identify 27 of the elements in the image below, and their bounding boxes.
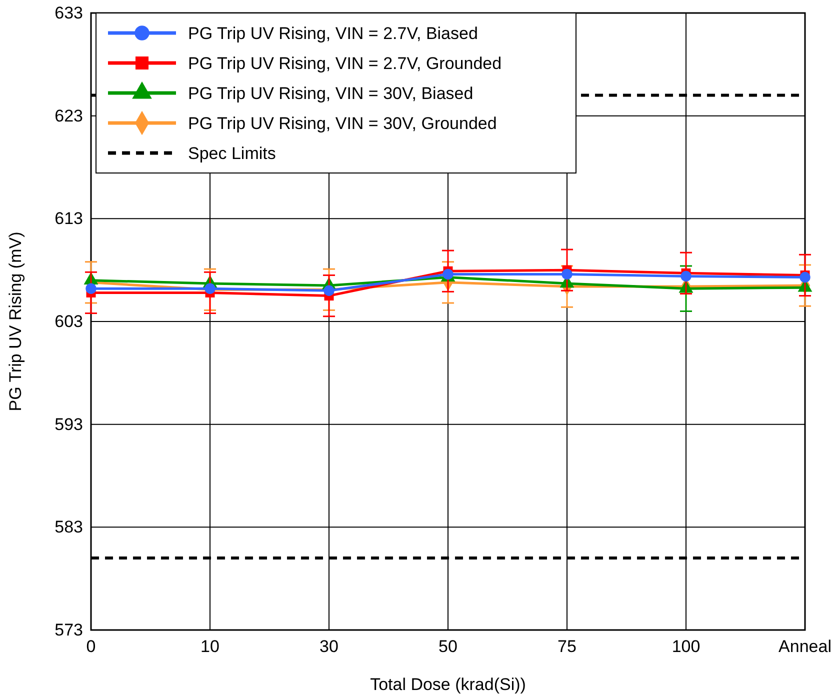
y-tick-label: 633: [54, 3, 83, 22]
x-tick-label: 50: [438, 637, 458, 656]
legend-label: PG Trip UV Rising, VIN = 2.7V, Biased: [188, 24, 478, 43]
y-tick-label: 623: [54, 106, 83, 126]
legend-label: PG Trip UV Rising, VIN = 30V, Grounded: [188, 114, 497, 133]
x-tick-label: 0: [86, 637, 96, 656]
x-axis-title: Total Dose (krad(Si)): [370, 675, 526, 694]
point: [204, 283, 216, 294]
point: [324, 285, 334, 296]
point: [680, 270, 692, 282]
legend-label: PG Trip UV Rising, VIN = 2.7V, Grounded: [188, 54, 502, 73]
point: [86, 283, 96, 294]
y-axis-title: PG Trip UV Rising (mV): [6, 232, 25, 412]
point: [562, 268, 572, 280]
y-tick-label: 593: [54, 414, 83, 434]
x-tick-label: 30: [320, 637, 338, 656]
x-tick-label: 75: [558, 637, 576, 656]
x-tick-label: 100: [672, 637, 700, 656]
legend-label: PG Trip UV Rising, VIN = 30V, Biased: [188, 84, 474, 103]
y-tick-label: 613: [54, 209, 83, 228]
y-tick-label: 603: [54, 312, 83, 331]
point: [800, 272, 810, 283]
x-tick-label: 10: [200, 637, 220, 656]
x-tick-label: Anneal: [778, 637, 832, 656]
legend-label: Spec Limits: [188, 144, 276, 163]
y-tick-label: 583: [54, 518, 83, 537]
y-tick-label: 573: [54, 620, 83, 640]
